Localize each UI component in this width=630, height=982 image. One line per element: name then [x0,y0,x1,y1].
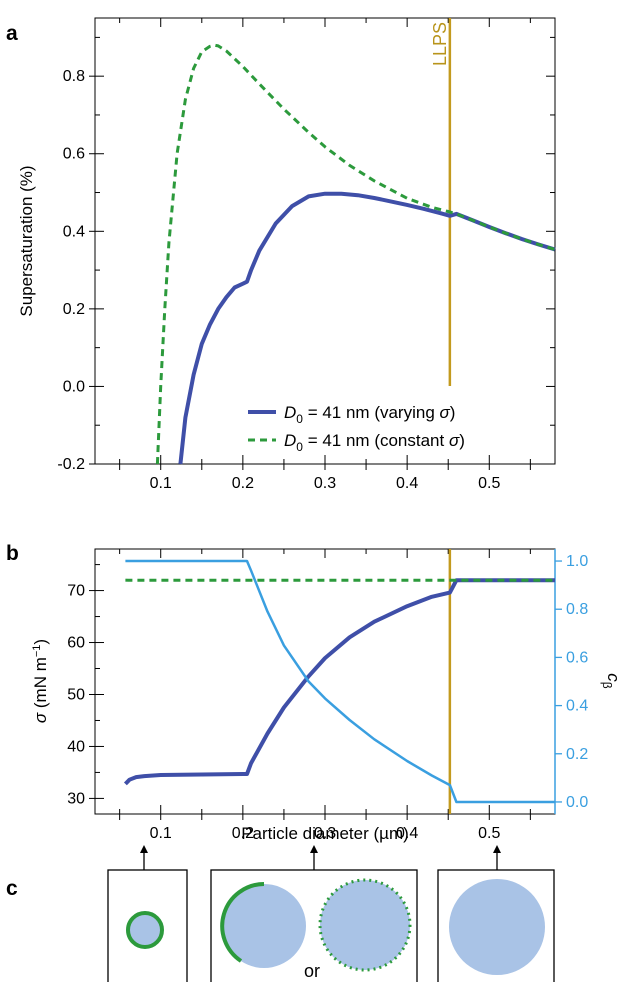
panel-a-chart: 0.1 0.2 0.3 0.4 0.5 -0.2 0.0 0.2 0.4 0.6 0.8 Supe… [17,17,556,492]
b-x-tick-label: 0.5 [478,825,500,842]
panel-b-x-axis-label: Particle diameter (µm) [241,824,409,843]
b-x-tick-label: 0.2 [232,825,254,842]
b-series-line-0 [123,578,555,786]
bare-particle [449,879,545,975]
b-y2-tick-label: 0.0 [566,794,588,811]
b-y2-tick-label: 0.4 [566,698,588,715]
a-y-tick-label: 0.8 [63,68,85,85]
a-series-line-0 [178,191,556,465]
panel-letter-a: a [6,22,18,45]
legend-label-varying: D0 = 41 nm (varying σ) [284,403,455,426]
b-y-tick-label: 70 [67,583,85,600]
or-label: or [304,961,320,981]
panel-b-ticks [89,549,562,820]
a-y-tick-label: -0.2 [57,456,85,473]
panel-b-y2-tick-labels: 0.0 0.2 0.4 0.6 0.8 1.0 [566,553,588,811]
b-y2-tick-label: 0.6 [566,649,588,666]
partial-shell-arc [220,882,265,963]
panel-b-y-axis-label: σ (mN m−1) [31,639,50,723]
a-y-tick-label: 0.6 [63,146,85,163]
b-y-tick-label: 30 [67,790,85,807]
panel-letter-b: b [6,542,19,565]
panel-c-schematic: or [107,845,555,982]
panel-b-y-tick-labels: 30 40 50 60 70 [67,583,85,808]
panel-b-series [123,559,555,804]
box-bare-particle [437,869,555,982]
particle-partial-shell [222,884,306,968]
box-small-particle-shell [107,869,188,982]
box-partial-or-porous-shell: or [210,869,418,982]
a-x-tick-label: 0.2 [232,475,254,492]
legend-label-constant: D0 = 41 nm (constant σ) [284,431,465,454]
b-series-line-2 [125,559,555,804]
b-y2-tick-label: 0.2 [566,746,588,763]
panel-a-series [155,43,556,465]
llps-label: LLPS [430,22,450,66]
a-x-tick-label: 0.4 [396,475,418,492]
b-x-tick-label: 0.4 [396,825,418,842]
panel-a-legend: D0 = 41 nm (varying σ) D0 = 41 nm (const… [248,403,465,454]
particle-porous-shell [318,878,412,972]
panel-b-x-tick-labels: 0.1 0.2 0.3 0.4 0.5 [150,825,501,842]
a-y-tick-label: 0.4 [63,223,85,240]
panel-a-y-tick-labels: -0.2 0.0 0.2 0.4 0.6 0.8 [57,68,85,473]
b-y-tick-label: 60 [67,635,85,652]
panel-a-y-axis-label: Supersaturation (%) [17,165,36,316]
b-y-tick-label: 50 [67,686,85,703]
a-y-tick-label: 0.2 [63,301,85,318]
panel-a-frame [94,17,556,465]
b-y2-tick-label: 1.0 [566,553,588,570]
a-x-tick-label: 0.3 [314,475,336,492]
b-x-tick-label: 0.3 [314,825,336,842]
b-x-tick-label: 0.1 [150,825,172,842]
small-particle-with-shell [126,911,164,949]
b-y2-tick-label: 0.8 [566,601,588,618]
a-x-tick-label: 0.5 [478,475,500,492]
panel-a-x-tick-labels: 0.1 0.2 0.3 0.4 0.5 [150,475,501,492]
a-x-tick-label: 0.1 [150,475,172,492]
b-y-tick-label: 40 [67,738,85,755]
a-y-tick-label: 0.0 [63,378,85,395]
panel-b-y2-axis-label: cβ [600,673,623,689]
a-series-line-1 [155,43,556,465]
panel-a-ticks [89,18,555,470]
panel-letter-c: c [6,877,18,900]
